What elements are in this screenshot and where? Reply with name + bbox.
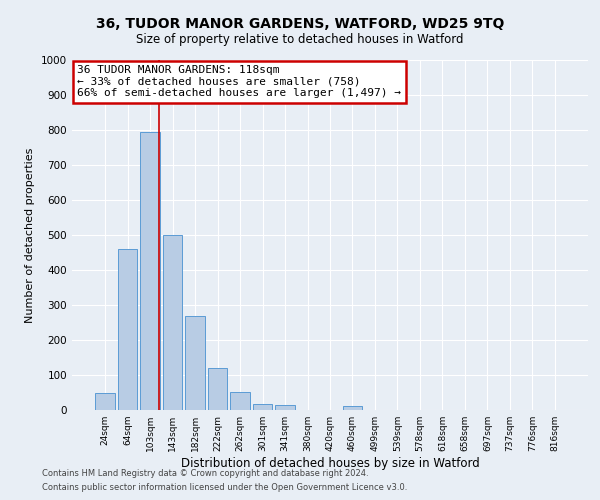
Bar [230,392,250,410]
Y-axis label: Number of detached properties: Number of detached properties [25,148,35,322]
Bar [140,132,160,410]
Bar [343,406,362,410]
Bar [95,392,115,410]
Bar [163,235,182,410]
Text: 36 TUDOR MANOR GARDENS: 118sqm
← 33% of detached houses are smaller (758)
66% of: 36 TUDOR MANOR GARDENS: 118sqm ← 33% of … [77,66,401,98]
Text: Contains public sector information licensed under the Open Government Licence v3: Contains public sector information licen… [42,484,407,492]
X-axis label: Distribution of detached houses by size in Watford: Distribution of detached houses by size … [181,457,479,470]
Bar [275,406,295,410]
Text: Contains HM Land Registry data © Crown copyright and database right 2024.: Contains HM Land Registry data © Crown c… [42,468,368,477]
Text: Size of property relative to detached houses in Watford: Size of property relative to detached ho… [136,32,464,46]
Bar [185,316,205,410]
Bar [208,368,227,410]
Bar [253,404,272,410]
Text: 36, TUDOR MANOR GARDENS, WATFORD, WD25 9TQ: 36, TUDOR MANOR GARDENS, WATFORD, WD25 9… [96,18,504,32]
Bar [118,249,137,410]
